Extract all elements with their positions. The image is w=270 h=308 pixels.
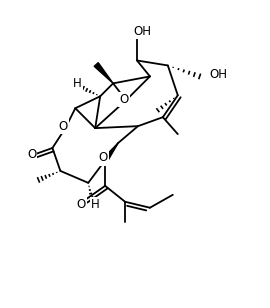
Polygon shape: [94, 63, 113, 83]
Text: O: O: [59, 120, 68, 133]
Polygon shape: [103, 143, 118, 162]
Text: OH: OH: [210, 68, 228, 81]
Text: O: O: [77, 198, 86, 211]
Text: O: O: [99, 152, 108, 164]
Text: O: O: [119, 93, 129, 106]
Text: OH: OH: [133, 25, 151, 38]
Text: H: H: [91, 198, 100, 211]
Text: H: H: [73, 77, 82, 90]
Text: O: O: [27, 148, 36, 160]
